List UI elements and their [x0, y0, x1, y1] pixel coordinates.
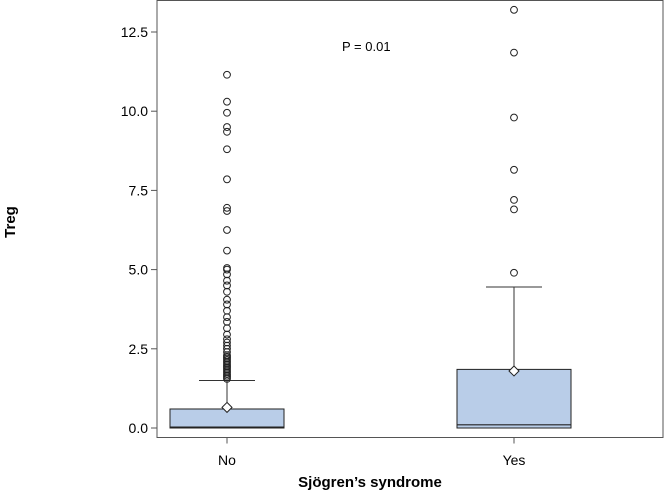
outlier-point — [510, 165, 518, 174]
p-value-annotation: P = 0.01 — [342, 39, 391, 54]
outlier-point — [223, 265, 231, 274]
outlier-point — [223, 175, 231, 184]
outlier-point — [223, 123, 231, 131]
box — [456, 368, 572, 429]
outlier-point — [223, 313, 231, 322]
y-axis-title: Treg — [2, 206, 19, 238]
outlier-point — [223, 127, 231, 136]
plot-frame — [156, 0, 664, 438]
outlier-point — [510, 48, 518, 57]
outlier-point — [510, 113, 518, 122]
outlier-point — [223, 70, 231, 79]
mean-marker — [221, 401, 233, 414]
plot-layer — [169, 5, 572, 429]
y-tick-label: 0.0 — [129, 420, 149, 436]
outlier-point — [223, 295, 231, 304]
y-tick-label: 2.5 — [129, 341, 149, 357]
outlier-point — [223, 300, 231, 309]
outlier-point — [223, 203, 231, 212]
outlier-point — [223, 276, 231, 285]
x-axis-title: Sjögren’s syndrome — [298, 474, 442, 491]
outlier-point — [223, 335, 231, 344]
outlier-point — [223, 338, 231, 347]
outlier-point — [223, 108, 231, 117]
mean-marker — [508, 365, 520, 377]
y-tick-label: 7.5 — [129, 182, 149, 198]
outlier-point — [223, 324, 231, 333]
y-tick-label: 10.0 — [121, 103, 148, 119]
outlier-point — [223, 264, 231, 272]
y-tick-label: 5.0 — [129, 262, 149, 278]
outlier-point — [223, 287, 231, 296]
outlier-point — [223, 330, 231, 339]
outlier-point — [223, 207, 231, 215]
x-tick-label: No — [218, 452, 236, 468]
outlier-point — [223, 145, 231, 154]
outlier-point — [223, 306, 231, 315]
x-tick-label: Yes — [503, 452, 526, 468]
y-axis: 0.0 2.5 5.0 7.5 10.0 12.5 — [121, 24, 157, 436]
y-tick-label: 12.5 — [121, 24, 148, 40]
outlier-point — [223, 97, 231, 106]
outlier-point — [223, 226, 231, 234]
outlier-point — [510, 5, 518, 14]
box-group-yes — [456, 5, 572, 429]
outlier-point — [223, 281, 231, 290]
outlier-point — [510, 205, 518, 214]
outlier-point — [510, 196, 518, 204]
outlier-point — [510, 268, 518, 277]
box-group-no — [169, 70, 285, 429]
outlier-point — [223, 246, 231, 255]
x-axis: No Yes — [218, 437, 526, 468]
outlier-point — [223, 317, 231, 326]
